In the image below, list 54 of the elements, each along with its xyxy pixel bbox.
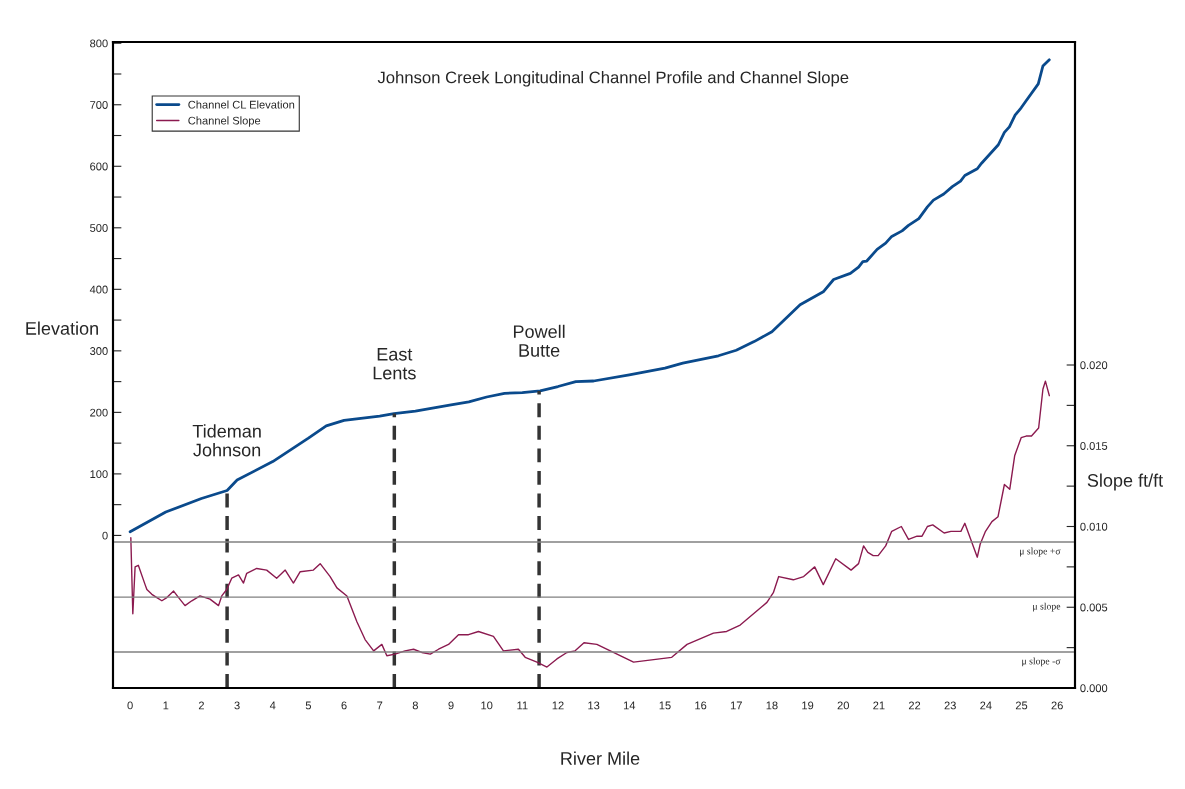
x-tick-label: 15 xyxy=(659,701,671,710)
x-tick-label: 5 xyxy=(305,701,312,710)
y2-tick-label: 0.005 xyxy=(1080,603,1108,612)
x-tick-label: 21 xyxy=(873,701,885,710)
line-series xyxy=(128,58,1051,534)
x-tick-label: 22 xyxy=(908,701,921,710)
y-tick-label: 300 xyxy=(90,347,108,355)
y-tick-label: 800 xyxy=(90,39,108,48)
x-tick-label: 13 xyxy=(588,701,600,710)
ref-line-label: Tideman Johnson xyxy=(192,424,261,457)
x-tick-label: 24 xyxy=(980,701,992,710)
y-tick-label: 400 xyxy=(89,285,108,294)
ref-line-label: μ slope xyxy=(1033,602,1061,612)
ref-line-label: Powell Butte xyxy=(513,324,565,357)
legend-label: Channel Slope xyxy=(188,116,261,127)
y-tick-label: 200 xyxy=(90,408,108,417)
x-tick-label: 6 xyxy=(341,701,347,710)
x-tick-label: 18 xyxy=(766,701,778,710)
x-tick-label: 0 xyxy=(127,701,133,710)
x-tick-label: 23 xyxy=(944,701,956,710)
x-tick-label: 3 xyxy=(234,701,240,710)
x-tick-label: 2 xyxy=(198,701,204,710)
ref-line-label: East Lents xyxy=(373,348,416,380)
x-tick-label: 8 xyxy=(412,701,418,710)
x-tick-label: 25 xyxy=(1015,701,1028,710)
legend-label: Channel CL Elevation xyxy=(188,100,295,109)
y-tick-label: 100 xyxy=(90,470,108,479)
y2-tick-label: 0.010 xyxy=(1080,522,1108,531)
x-tick-label: 1 xyxy=(163,701,169,710)
x-tick-label: 17 xyxy=(730,701,742,710)
y-tick-label: 500 xyxy=(90,224,108,232)
x-tick-label: 10 xyxy=(481,701,493,710)
x-tick-label: 7 xyxy=(377,701,383,710)
x-tick-label: 20 xyxy=(837,701,849,710)
x-tick-label: 19 xyxy=(802,701,814,710)
ref-line-label: μ slope -σ xyxy=(1022,657,1061,667)
y2-tick-label: 0.020 xyxy=(1080,361,1108,370)
y-axis-title: Elevation xyxy=(26,321,98,335)
y-tick-label: 700 xyxy=(90,101,108,109)
x-tick-label: 9 xyxy=(448,701,454,710)
y-tick-label: 0 xyxy=(102,531,108,540)
text: Johnson Creek Longitudinal Channel Profile and Channel Slope xyxy=(377,71,849,87)
x-tick-label: 16 xyxy=(695,701,707,710)
ref-line-label: μ slope +σ xyxy=(1020,547,1061,557)
y-tick-label: 600 xyxy=(90,162,108,171)
x-axis-title: River Mile xyxy=(561,751,640,765)
x-tick-label: 14 xyxy=(623,701,636,710)
x-tick-label: 26 xyxy=(1051,701,1063,710)
y2-tick-label: 0.015 xyxy=(1080,442,1108,450)
x-tick-label: 4 xyxy=(269,701,276,710)
y2-axis-title: Slope ft/ft xyxy=(1087,473,1164,491)
y2-tick-label: 0.000 xyxy=(1080,684,1108,693)
x-tick-label: 11 xyxy=(517,701,528,710)
x-tick-label: 12 xyxy=(552,701,564,710)
